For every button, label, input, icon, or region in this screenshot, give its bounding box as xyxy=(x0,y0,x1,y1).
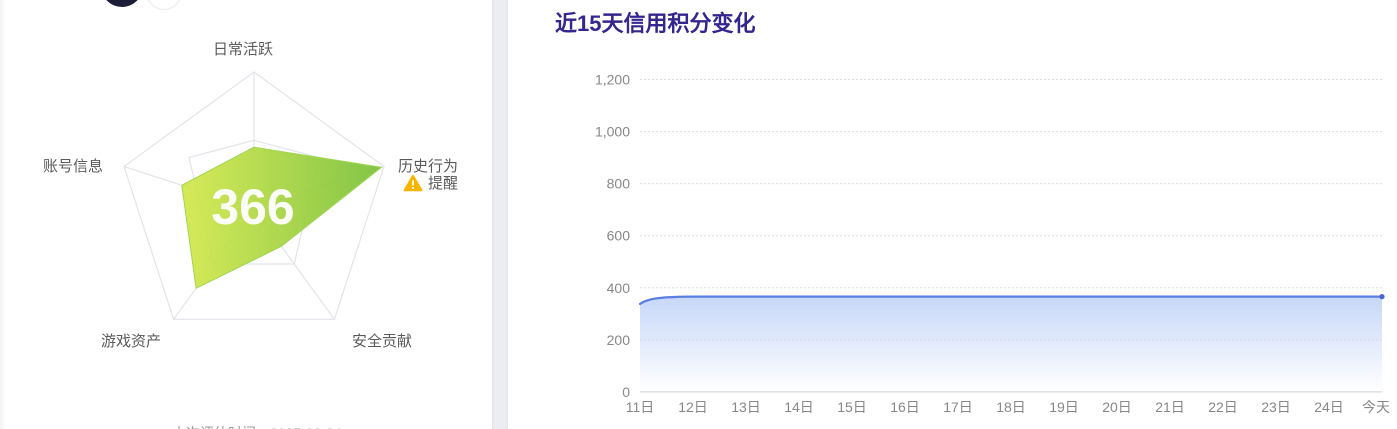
svg-text:200: 200 xyxy=(607,332,631,348)
svg-text:800: 800 xyxy=(607,176,631,192)
svg-text:1,200: 1,200 xyxy=(595,72,630,88)
svg-text:21日: 21日 xyxy=(1155,399,1185,415)
svg-text:1,000: 1,000 xyxy=(595,124,630,140)
svg-text:400: 400 xyxy=(607,280,631,296)
svg-text:12日: 12日 xyxy=(678,399,708,415)
svg-text:16日: 16日 xyxy=(890,399,920,415)
svg-text:19日: 19日 xyxy=(1049,399,1079,415)
svg-text:23日: 23日 xyxy=(1261,399,1291,415)
svg-text:15日: 15日 xyxy=(837,399,867,415)
svg-text:0: 0 xyxy=(622,384,630,400)
svg-text:11日: 11日 xyxy=(626,399,655,415)
svg-text:600: 600 xyxy=(607,228,631,244)
svg-text:18日: 18日 xyxy=(996,399,1026,415)
svg-text:今天: 今天 xyxy=(1362,399,1390,415)
svg-text:22日: 22日 xyxy=(1208,399,1238,415)
svg-text:20日: 20日 xyxy=(1102,399,1132,415)
svg-text:14日: 14日 xyxy=(784,399,814,415)
svg-text:13日: 13日 xyxy=(731,399,761,415)
svg-text:24日: 24日 xyxy=(1314,399,1344,415)
svg-text:17日: 17日 xyxy=(943,399,973,415)
